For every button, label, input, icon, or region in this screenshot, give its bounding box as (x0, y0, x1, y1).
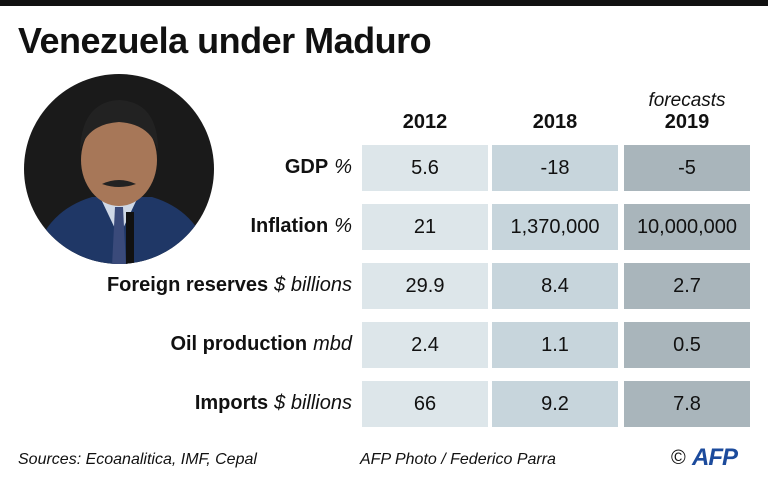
cell: 9.2 (492, 381, 618, 427)
credit: AFP Photo / Federico Parra (360, 451, 556, 468)
cell: -18 (492, 145, 618, 191)
cell: 8.4 (492, 263, 618, 309)
row-name: Foreign reserves (106, 274, 269, 296)
row-name: Oil production (170, 333, 308, 355)
cell: 2.4 (362, 322, 488, 368)
cell: 21 (362, 204, 488, 250)
forecast-note: forecasts (648, 90, 726, 111)
row-name: GDP (284, 156, 329, 178)
row-unit: $ billions (274, 274, 352, 296)
top-bar (0, 0, 768, 6)
row-label: Inflation% (250, 215, 352, 238)
cell: 10,000,000 (624, 204, 750, 250)
row-label: Foreign reserves $ billions (107, 274, 352, 297)
cell: 1.1 (492, 322, 618, 368)
cell: 2.7 (624, 263, 750, 309)
row-label: Oil production mbd (170, 333, 352, 356)
copyright: © (671, 447, 686, 469)
cell: -5 (624, 145, 750, 191)
cell: 1,370,000 (492, 204, 618, 250)
row-name: Imports (194, 392, 269, 414)
photo (24, 74, 214, 264)
row-name: Inflation (250, 215, 329, 237)
row-label: Imports $ billions (195, 392, 352, 415)
column-header: 2018 (532, 111, 578, 133)
row-unit: % (334, 156, 352, 178)
column-header: 2012 (402, 111, 448, 133)
row-label: GDP% (285, 156, 352, 179)
column-header: 2019 (664, 111, 710, 133)
cell: 66 (362, 381, 488, 427)
row-unit: $ billions (274, 392, 352, 414)
sources: Sources: Ecoanalitica, IMF, Cepal (18, 451, 257, 468)
logo: AFP (692, 444, 738, 471)
row-unit: % (334, 215, 352, 237)
cell: 29.9 (362, 263, 488, 309)
cell: 0.5 (624, 322, 750, 368)
cell: 7.8 (624, 381, 750, 427)
cell: 5.6 (362, 145, 488, 191)
title: Venezuela under Maduro (18, 20, 432, 61)
row-unit: mbd (313, 333, 352, 355)
